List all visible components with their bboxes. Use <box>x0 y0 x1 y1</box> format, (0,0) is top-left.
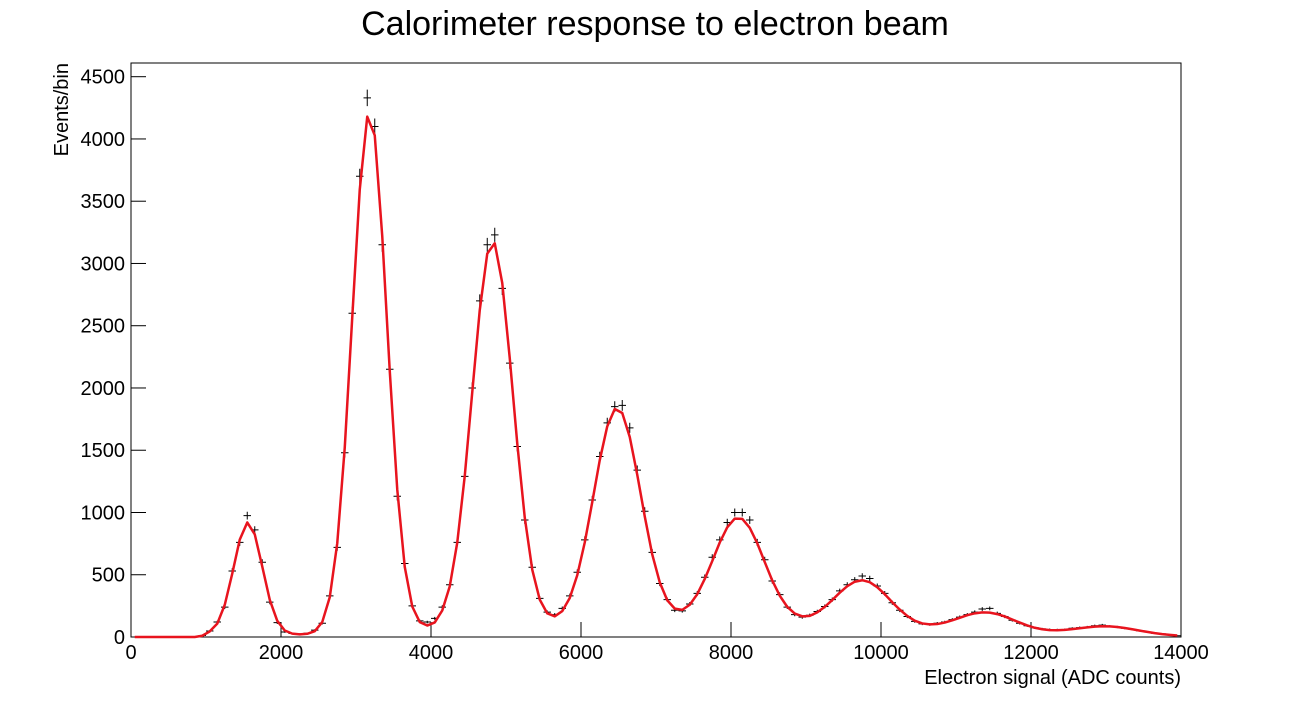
data-point <box>483 237 491 252</box>
data-point <box>858 573 866 579</box>
data-point <box>243 511 251 520</box>
data-point <box>723 518 731 527</box>
x-tick-label: 14000 <box>1153 642 1209 664</box>
y-tick-label: 0 <box>114 627 125 649</box>
data-point <box>491 227 499 242</box>
data-point <box>866 575 874 582</box>
y-tick-label: 500 <box>92 565 125 587</box>
x-tick-label: 10000 <box>853 642 909 664</box>
x-tick-label: 4000 <box>409 642 454 664</box>
y-tick-label: 2000 <box>81 378 126 400</box>
data-point <box>363 89 371 107</box>
fit-curve <box>134 115 1178 639</box>
chart-title: Calorimeter response to electron beam <box>361 5 949 43</box>
data-point <box>423 620 431 624</box>
x-axis-label: Electron signal (ADC counts) <box>924 667 1181 689</box>
y-tick-label: 4500 <box>81 67 126 89</box>
data-point <box>618 400 626 411</box>
data-point <box>738 508 746 517</box>
x-tick-label: 12000 <box>1003 642 1059 664</box>
data-point <box>746 516 754 524</box>
y-tick-label: 1000 <box>81 502 126 524</box>
y-tick-label: 1500 <box>81 440 126 462</box>
data-point <box>978 607 986 611</box>
y-tick-label: 4000 <box>81 129 126 151</box>
data-point <box>731 508 739 517</box>
y-tick-label: 3000 <box>81 253 126 275</box>
x-tick-label: 2000 <box>259 642 304 664</box>
x-tick-label: 0 <box>125 642 136 664</box>
y-axis-label: Events/bin <box>51 63 73 156</box>
y-tick-label: 2500 <box>81 316 126 338</box>
y-tick-label: 3500 <box>81 191 126 213</box>
x-tick-label: 6000 <box>559 642 604 664</box>
data-point <box>986 606 994 611</box>
plot-frame <box>130 62 1182 638</box>
x-tick-label: 8000 <box>709 642 754 664</box>
